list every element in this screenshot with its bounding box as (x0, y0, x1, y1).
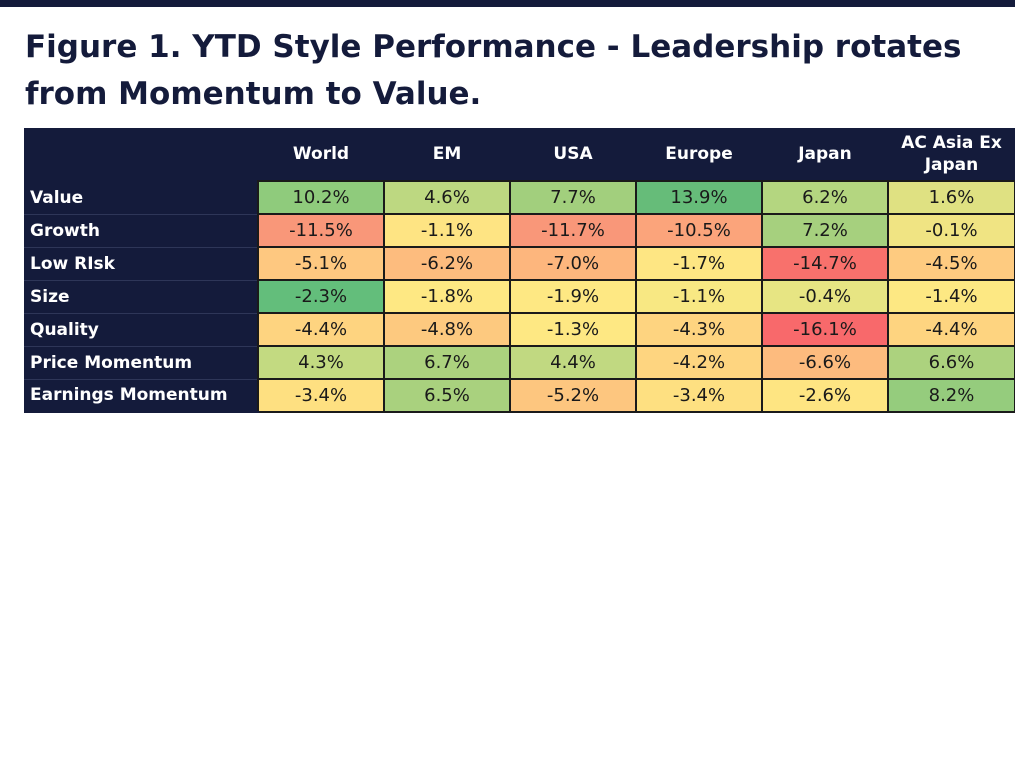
column-header: World (258, 128, 384, 182)
heatmap-cell: -16.1% (761, 312, 889, 347)
heatmap-cell: -6.2% (383, 246, 511, 281)
heatmap-cell: -0.1% (887, 213, 1015, 248)
heatmap-cell: -2.3% (257, 279, 385, 314)
table-row: Value 10.2% 4.6% 7.7% 13.9% 6.2% 1.6% (24, 180, 1015, 215)
heatmap-cell: -11.5% (257, 213, 385, 248)
heatmap-cell: 7.2% (761, 213, 889, 248)
heatmap-cell: 6.5% (383, 378, 511, 413)
heatmap-cell: -5.1% (257, 246, 385, 281)
heatmap-cell: 6.7% (383, 345, 511, 380)
top-accent-bar (0, 0, 1015, 7)
row-label: Value (24, 181, 258, 215)
heatmap-cell: 7.7% (509, 180, 637, 215)
heatmap-cell: 10.2% (257, 180, 385, 215)
column-header: USA (510, 128, 636, 182)
heatmap-cell: -10.5% (635, 213, 763, 248)
column-header: Japan (762, 128, 888, 182)
heatmap-cell: -1.1% (383, 213, 511, 248)
column-header: AC Asia Ex Japan (888, 128, 1015, 182)
heatmap-cell: 13.9% (635, 180, 763, 215)
column-header: EM (384, 128, 510, 182)
heatmap-cell: 8.2% (887, 378, 1015, 413)
heatmap-cell: 6.6% (887, 345, 1015, 380)
table-row: Growth -11.5% -1.1% -11.7% -10.5% 7.2% -0.1% (24, 213, 1015, 248)
heatmap-cell: 4.4% (509, 345, 637, 380)
heatmap-cell: -14.7% (761, 246, 889, 281)
table-row: Low RIsk -5.1% -6.2% -7.0% -1.7% -14.7% -4.5% (24, 246, 1015, 281)
style-performance-heatmap-table: World EM USA Europe Japan AC Asia Ex Jap… (24, 128, 1015, 413)
row-label: Quality (24, 313, 258, 347)
heatmap-cell: -1.8% (383, 279, 511, 314)
heatmap-cell: -4.4% (257, 312, 385, 347)
heatmap-cell: -1.7% (635, 246, 763, 281)
heatmap-cell: -1.4% (887, 279, 1015, 314)
heatmap-cell: -4.3% (635, 312, 763, 347)
table-row: Quality -4.4% -4.8% -1.3% -4.3% -16.1% -4.4% (24, 312, 1015, 347)
heatmap-cell: -0.4% (761, 279, 889, 314)
heatmap-cell: -4.8% (383, 312, 511, 347)
heatmap-cell: -3.4% (635, 378, 763, 413)
row-label: Growth (24, 214, 258, 248)
heatmap-cell: 4.6% (383, 180, 511, 215)
figure-title: Figure 1. YTD Style Performance - Leader… (25, 29, 962, 112)
heatmap-cell: -4.2% (635, 345, 763, 380)
heatmap-cell: 4.3% (257, 345, 385, 380)
row-label: Price Momentum (24, 346, 258, 380)
row-label: Earnings Momentum (24, 379, 258, 413)
heatmap-cell: -4.4% (887, 312, 1015, 347)
heatmap-cell: 6.2% (761, 180, 889, 215)
table-row: Price Momentum 4.3% 6.7% 4.4% -4.2% -6.6% 6.6% (24, 345, 1015, 380)
row-label: Low RIsk (24, 247, 258, 281)
row-label: Size (24, 280, 258, 314)
table-row: Size -2.3% -1.8% -1.9% -1.1% -0.4% -1.4% (24, 279, 1015, 314)
heatmap-cell: -1.3% (509, 312, 637, 347)
heatmap-cell: -7.0% (509, 246, 637, 281)
heatmap-cell: -6.6% (761, 345, 889, 380)
corner-header-cell (24, 128, 258, 182)
heatmap-cell: 1.6% (887, 180, 1015, 215)
heatmap-cell: -3.4% (257, 378, 385, 413)
heatmap-cell: -4.5% (887, 246, 1015, 281)
heatmap-cell: -5.2% (509, 378, 637, 413)
heatmap-cell: -11.7% (509, 213, 637, 248)
header-row: World EM USA Europe Japan AC Asia Ex Jap… (24, 128, 1015, 182)
table-row: Earnings Momentum -3.4% 6.5% -5.2% -3.4% -2.6… (24, 378, 1015, 413)
column-header: Europe (636, 128, 762, 182)
heatmap-cell: -1.1% (635, 279, 763, 314)
heatmap-cell: -2.6% (761, 378, 889, 413)
heatmap-cell: -1.9% (509, 279, 637, 314)
